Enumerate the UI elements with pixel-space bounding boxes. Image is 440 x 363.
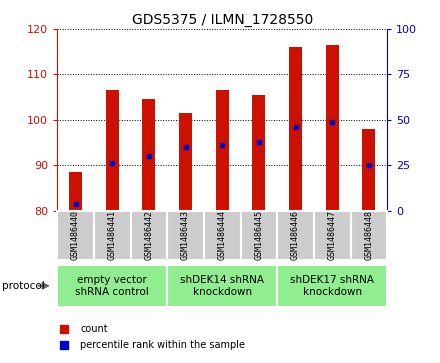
Text: empty vector
shRNA control: empty vector shRNA control [75, 275, 149, 297]
Bar [216, 90, 229, 211]
Bar [314, 211, 351, 260]
Text: shDEK14 shRNA
knockdown: shDEK14 shRNA knockdown [180, 275, 264, 297]
Text: protocol: protocol [2, 281, 45, 291]
Text: GSM1486443: GSM1486443 [181, 210, 190, 260]
Bar [326, 45, 339, 211]
Bar [143, 99, 155, 211]
Bar [253, 95, 265, 211]
Bar [277, 211, 314, 260]
Text: percentile rank within the sample: percentile rank within the sample [81, 340, 246, 350]
Bar [94, 211, 131, 260]
Text: GSM1486446: GSM1486446 [291, 210, 300, 260]
Bar [277, 265, 387, 307]
Bar [167, 265, 277, 307]
Bar [106, 90, 119, 211]
Bar [57, 265, 167, 307]
Bar [351, 211, 387, 260]
Text: GSM1486445: GSM1486445 [254, 210, 264, 260]
Bar [363, 129, 375, 211]
Bar [204, 211, 241, 260]
Text: count: count [81, 323, 108, 334]
Bar [57, 211, 94, 260]
Bar [289, 47, 302, 211]
Text: GSM1486448: GSM1486448 [364, 210, 374, 260]
Text: shDEK17 shRNA
knockdown: shDEK17 shRNA knockdown [290, 275, 374, 297]
Bar [69, 172, 82, 211]
Bar [131, 211, 167, 260]
Text: GSM1486447: GSM1486447 [328, 210, 337, 260]
Text: GSM1486440: GSM1486440 [71, 210, 80, 260]
Bar [167, 211, 204, 260]
Bar [241, 211, 277, 260]
Bar [179, 113, 192, 211]
Title: GDS5375 / ILMN_1728550: GDS5375 / ILMN_1728550 [132, 13, 313, 26]
Text: GSM1486441: GSM1486441 [108, 210, 117, 260]
Text: GSM1486444: GSM1486444 [218, 210, 227, 260]
Text: GSM1486442: GSM1486442 [144, 210, 154, 260]
